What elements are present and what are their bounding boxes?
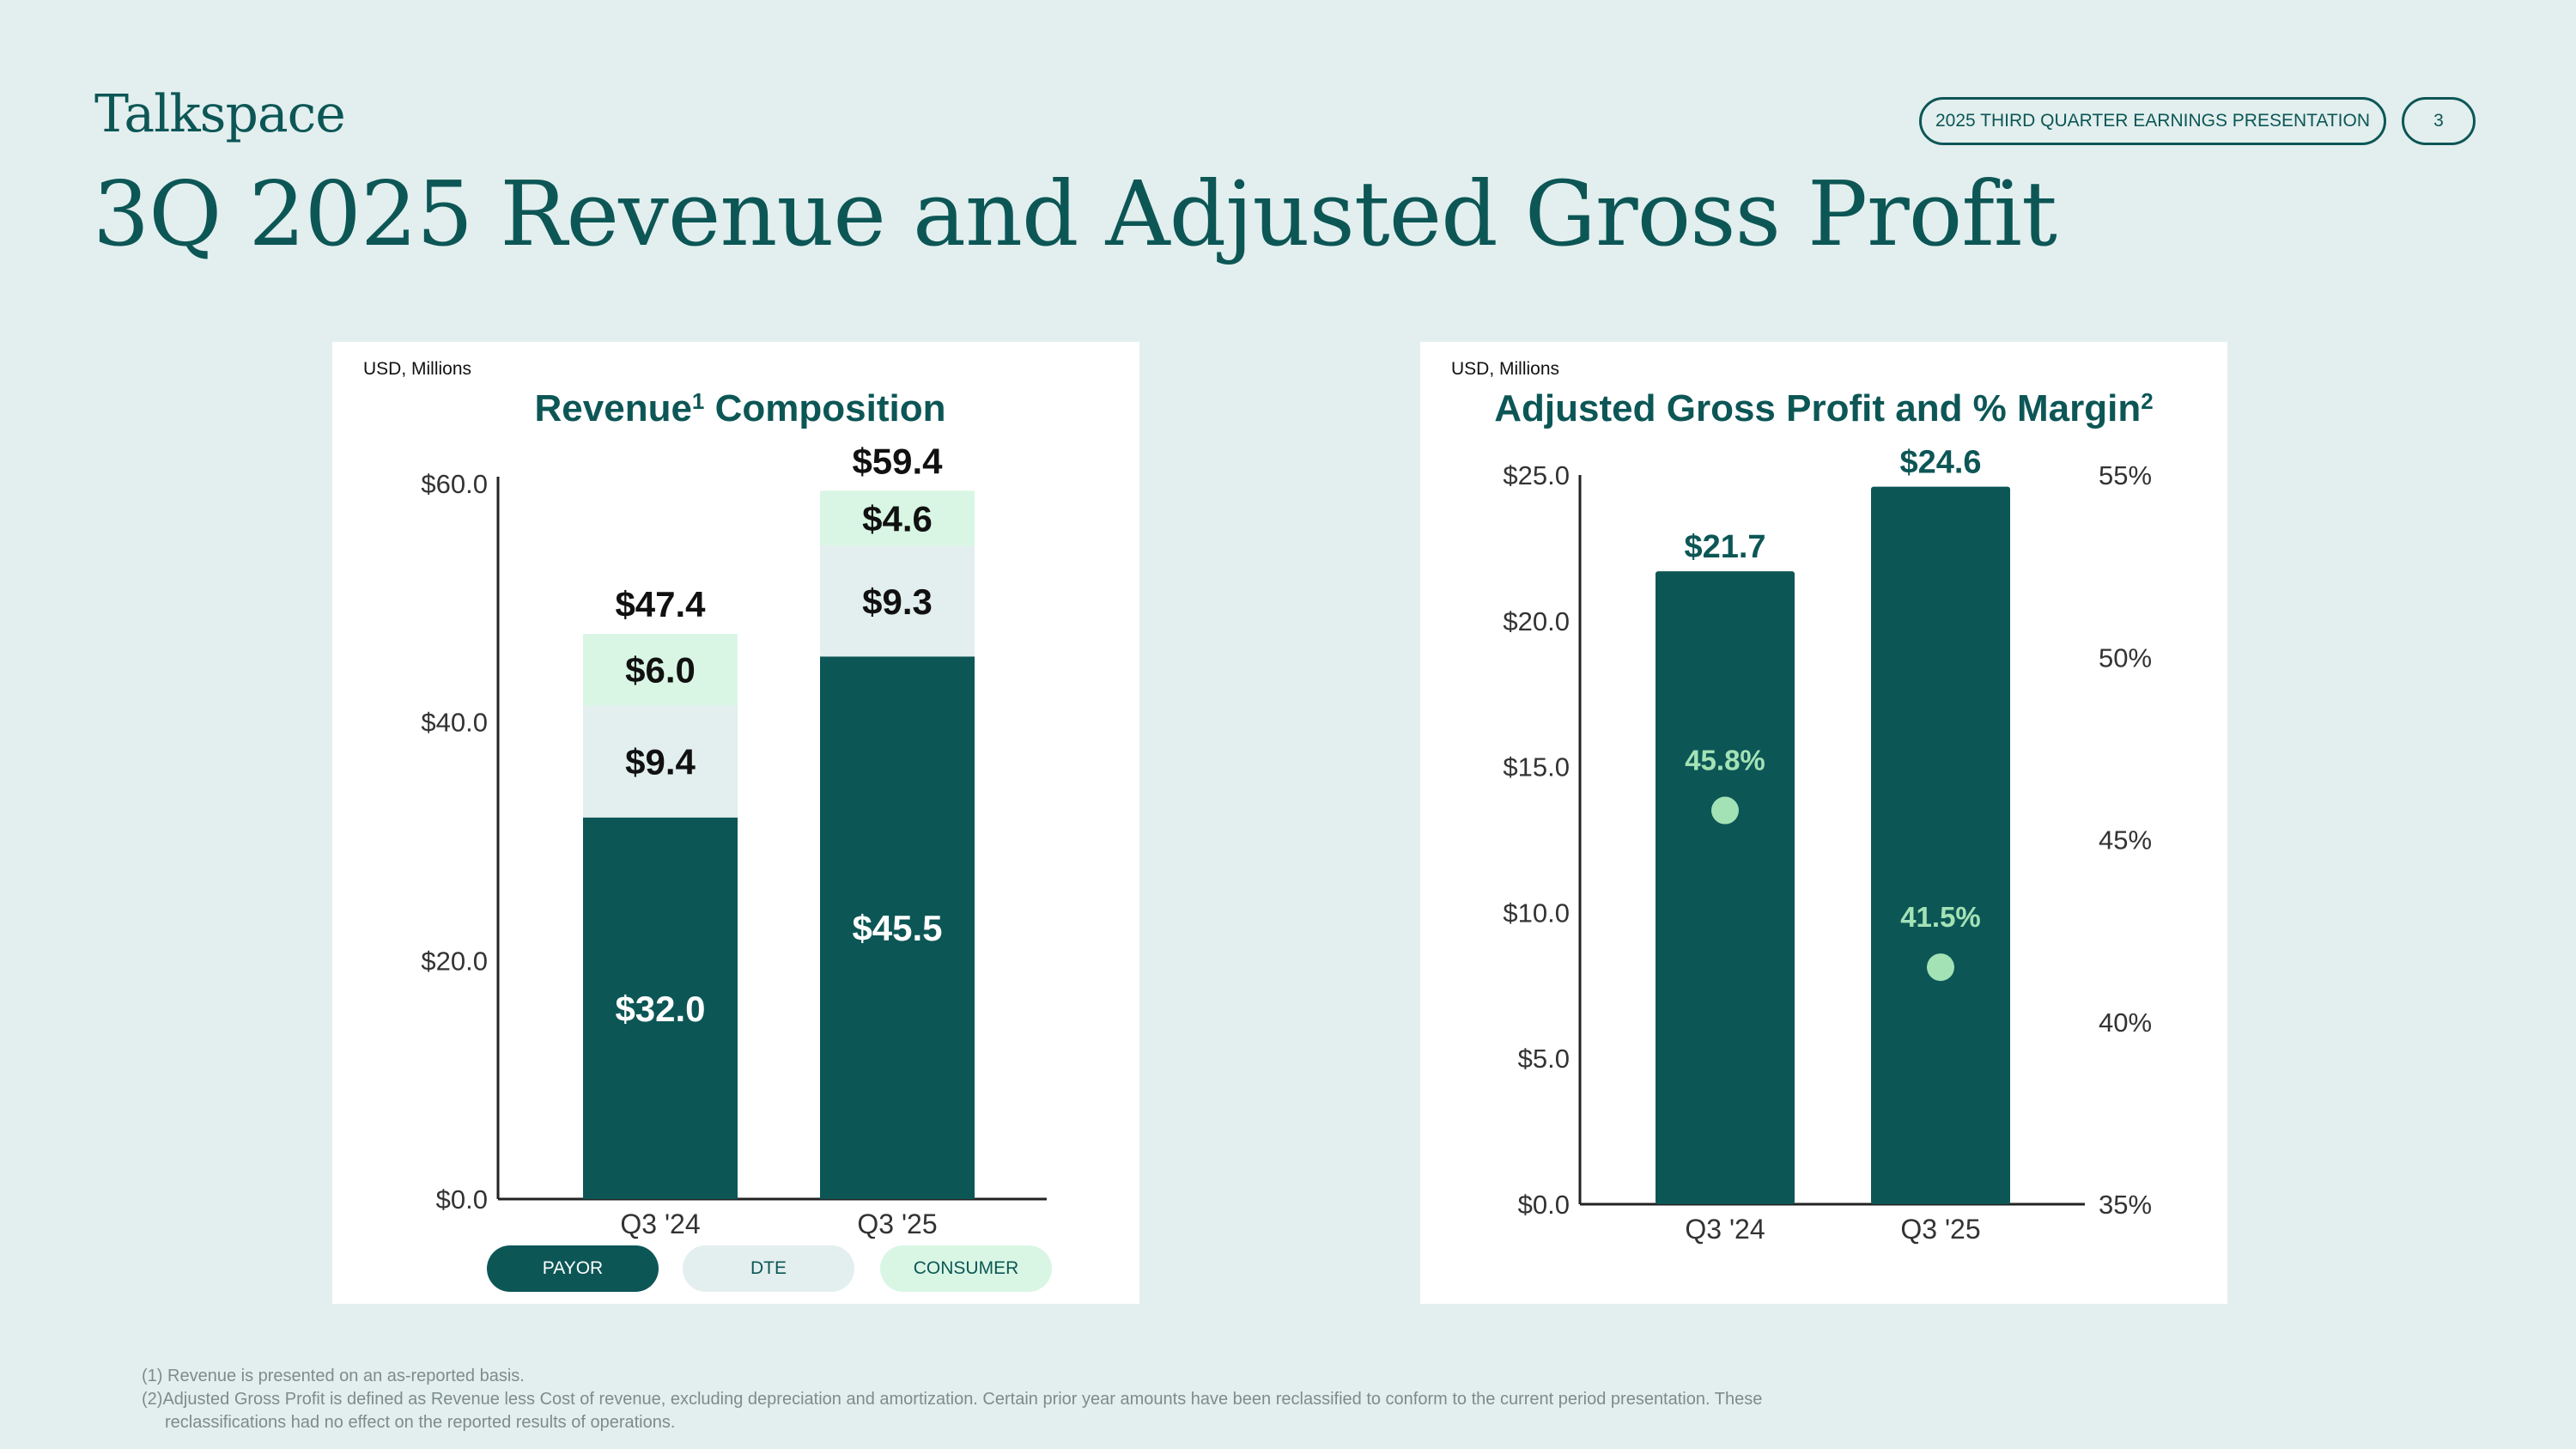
y2-tick-label: 40% (2099, 1008, 2152, 1038)
talkspace-logo: Talkspace (94, 84, 346, 144)
gross-profit-chart: Adjusted Gross Profit and % Margin2 $0.0… (1494, 387, 2153, 1245)
y-tick-label: $0.0 (436, 1184, 488, 1215)
gross-profit-chart-card: USD, Millions Adjusted Gross Profit and … (1420, 342, 2227, 1304)
bar-segment-dte (820, 545, 975, 657)
legend-payor: PAYOR (487, 1245, 659, 1292)
y2-tick-label: 35% (2099, 1190, 2152, 1220)
footnote-1: (1) Revenue is presented on an as-report… (142, 1367, 525, 1385)
margin-marker (1927, 953, 1954, 982)
x-tick-label: Q3 '24 (620, 1209, 700, 1239)
gross-profit-bar (1656, 571, 1795, 1204)
revenue-composition-chart: Revenue1 Composition $0.0 $20.0 $40.0 $60.0… (421, 387, 1047, 1239)
bar-segment-payor (583, 817, 738, 1199)
revenue-unit-label: USD, Millions (363, 359, 472, 379)
gross-profit-label: $24.6 (1899, 445, 1981, 481)
y-tick-label: $5.0 (1518, 1044, 1570, 1074)
margin-label: 45.8% (1685, 745, 1765, 776)
gross-profit-bar (1871, 486, 2010, 1204)
y-tick-label: $60.0 (421, 469, 488, 499)
y-tick-label: $10.0 (1503, 898, 1570, 928)
legend-consumer: CONSUMER (880, 1245, 1052, 1292)
y-tick-label: $15.0 (1503, 752, 1570, 782)
bar-segment-consumer (583, 633, 738, 706)
margin-marker (1711, 796, 1739, 825)
y-tick-label: $40.0 (421, 708, 488, 738)
data-label-dte: $9.4 (625, 741, 696, 782)
y2-tick-label: 50% (2099, 642, 2152, 673)
y-tick-label: $20.0 (1503, 606, 1570, 636)
gross-profit-unit-label: USD, Millions (1451, 359, 1560, 379)
gross-profit-chart-title: Adjusted Gross Profit and % Margin2 (1494, 387, 2153, 429)
presentation-title-pill: 2025 THIRD QUARTER EARNINGS PRESENTATION (1919, 97, 2386, 145)
revenue-chart-title: Revenue1 Composition (535, 387, 946, 429)
bar-segment-dte (583, 705, 738, 818)
y-tick-label: $20.0 (421, 946, 488, 976)
legend-dte: DTE (683, 1245, 854, 1292)
page-number-pill: 3 (2402, 97, 2476, 145)
y2-tick-label: 45% (2099, 825, 2152, 855)
gross-profit-label: $21.7 (1684, 529, 1765, 565)
margin-label: 41.5% (1900, 901, 1981, 933)
total-label: $47.4 (615, 584, 706, 624)
y-tick-label: $25.0 (1503, 460, 1570, 490)
data-label-consumer: $6.0 (625, 650, 696, 691)
footnote-2: (2)Adjusted Gross Profit is defined as R… (142, 1390, 1763, 1432)
revenue-chart-card: USD, Millions Revenue1 Composition $0.0 $… (332, 342, 1139, 1304)
x-tick-label: Q3 '25 (857, 1209, 937, 1239)
footnotes: (1) Revenue is presented on an as-report… (142, 1365, 1762, 1434)
bar-segment-consumer (820, 490, 975, 546)
y-tick-label: $0.0 (1518, 1190, 1570, 1220)
total-label: $59.4 (852, 441, 943, 481)
x-tick-label: Q3 '24 (1685, 1214, 1765, 1245)
bar-segment-payor (820, 656, 975, 1199)
data-label-payor: $32.0 (615, 989, 705, 1029)
page-title: 3Q 2025 Revenue and Adjusted Gross Profi… (93, 161, 2057, 266)
y2-tick-label: 55% (2099, 460, 2152, 490)
x-tick-label: Q3 '25 (1900, 1214, 1980, 1245)
data-label-payor: $45.5 (852, 908, 942, 948)
data-label-dte: $9.3 (862, 581, 933, 622)
data-label-consumer: $4.6 (862, 498, 933, 539)
